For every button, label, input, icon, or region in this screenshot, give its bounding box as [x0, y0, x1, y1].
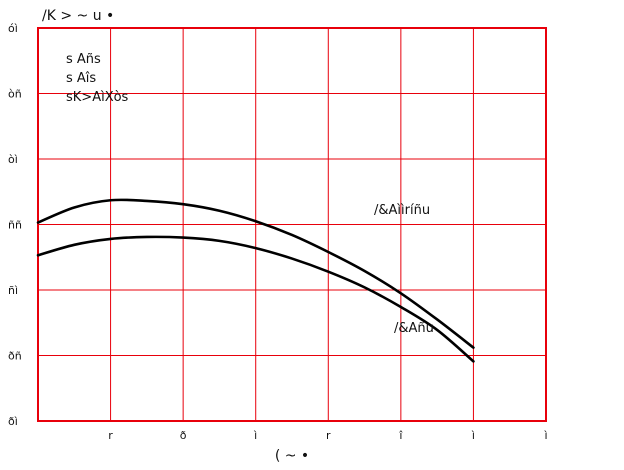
- y-tick-label: ñì: [8, 284, 18, 297]
- plot-frame: [37, 27, 547, 422]
- legend-entry: s Aîs: [66, 71, 96, 86]
- series-label-lower: /&Añu: [394, 321, 434, 336]
- y-tick-label: òñ: [8, 88, 22, 101]
- series-lines: [36, 198, 475, 363]
- y-axis-title: /K > ~ u •: [42, 8, 114, 24]
- x-tick-label: r: [108, 429, 113, 442]
- series-line-lower: [36, 235, 475, 363]
- series-label-upper: /&Aììríñu: [374, 203, 430, 218]
- x-tick-label: î: [398, 429, 403, 442]
- y-tick-label: ññ: [8, 219, 22, 232]
- legend-entry: sK>AìXòs: [66, 90, 129, 105]
- x-tick-label: ì: [253, 429, 257, 442]
- x-tick-label: r: [326, 429, 331, 442]
- grid-lines: [38, 28, 546, 421]
- y-tick-label: ðì: [8, 415, 18, 428]
- x-tick-label: ì: [471, 429, 475, 442]
- x-axis-title: ( ~ •: [275, 448, 309, 464]
- x-tick-label: ð: [180, 429, 187, 442]
- series-line-upper: [36, 198, 475, 349]
- y-tick-label: òì: [8, 153, 18, 166]
- y-tick-label: ðñ: [8, 350, 22, 363]
- x-tick-label: ì: [543, 429, 547, 442]
- legend-text: s Añs s Aîs sK>AìXòs: [66, 52, 129, 105]
- y-tick-label: óì: [8, 22, 18, 35]
- legend-entry: s Añs: [66, 52, 101, 67]
